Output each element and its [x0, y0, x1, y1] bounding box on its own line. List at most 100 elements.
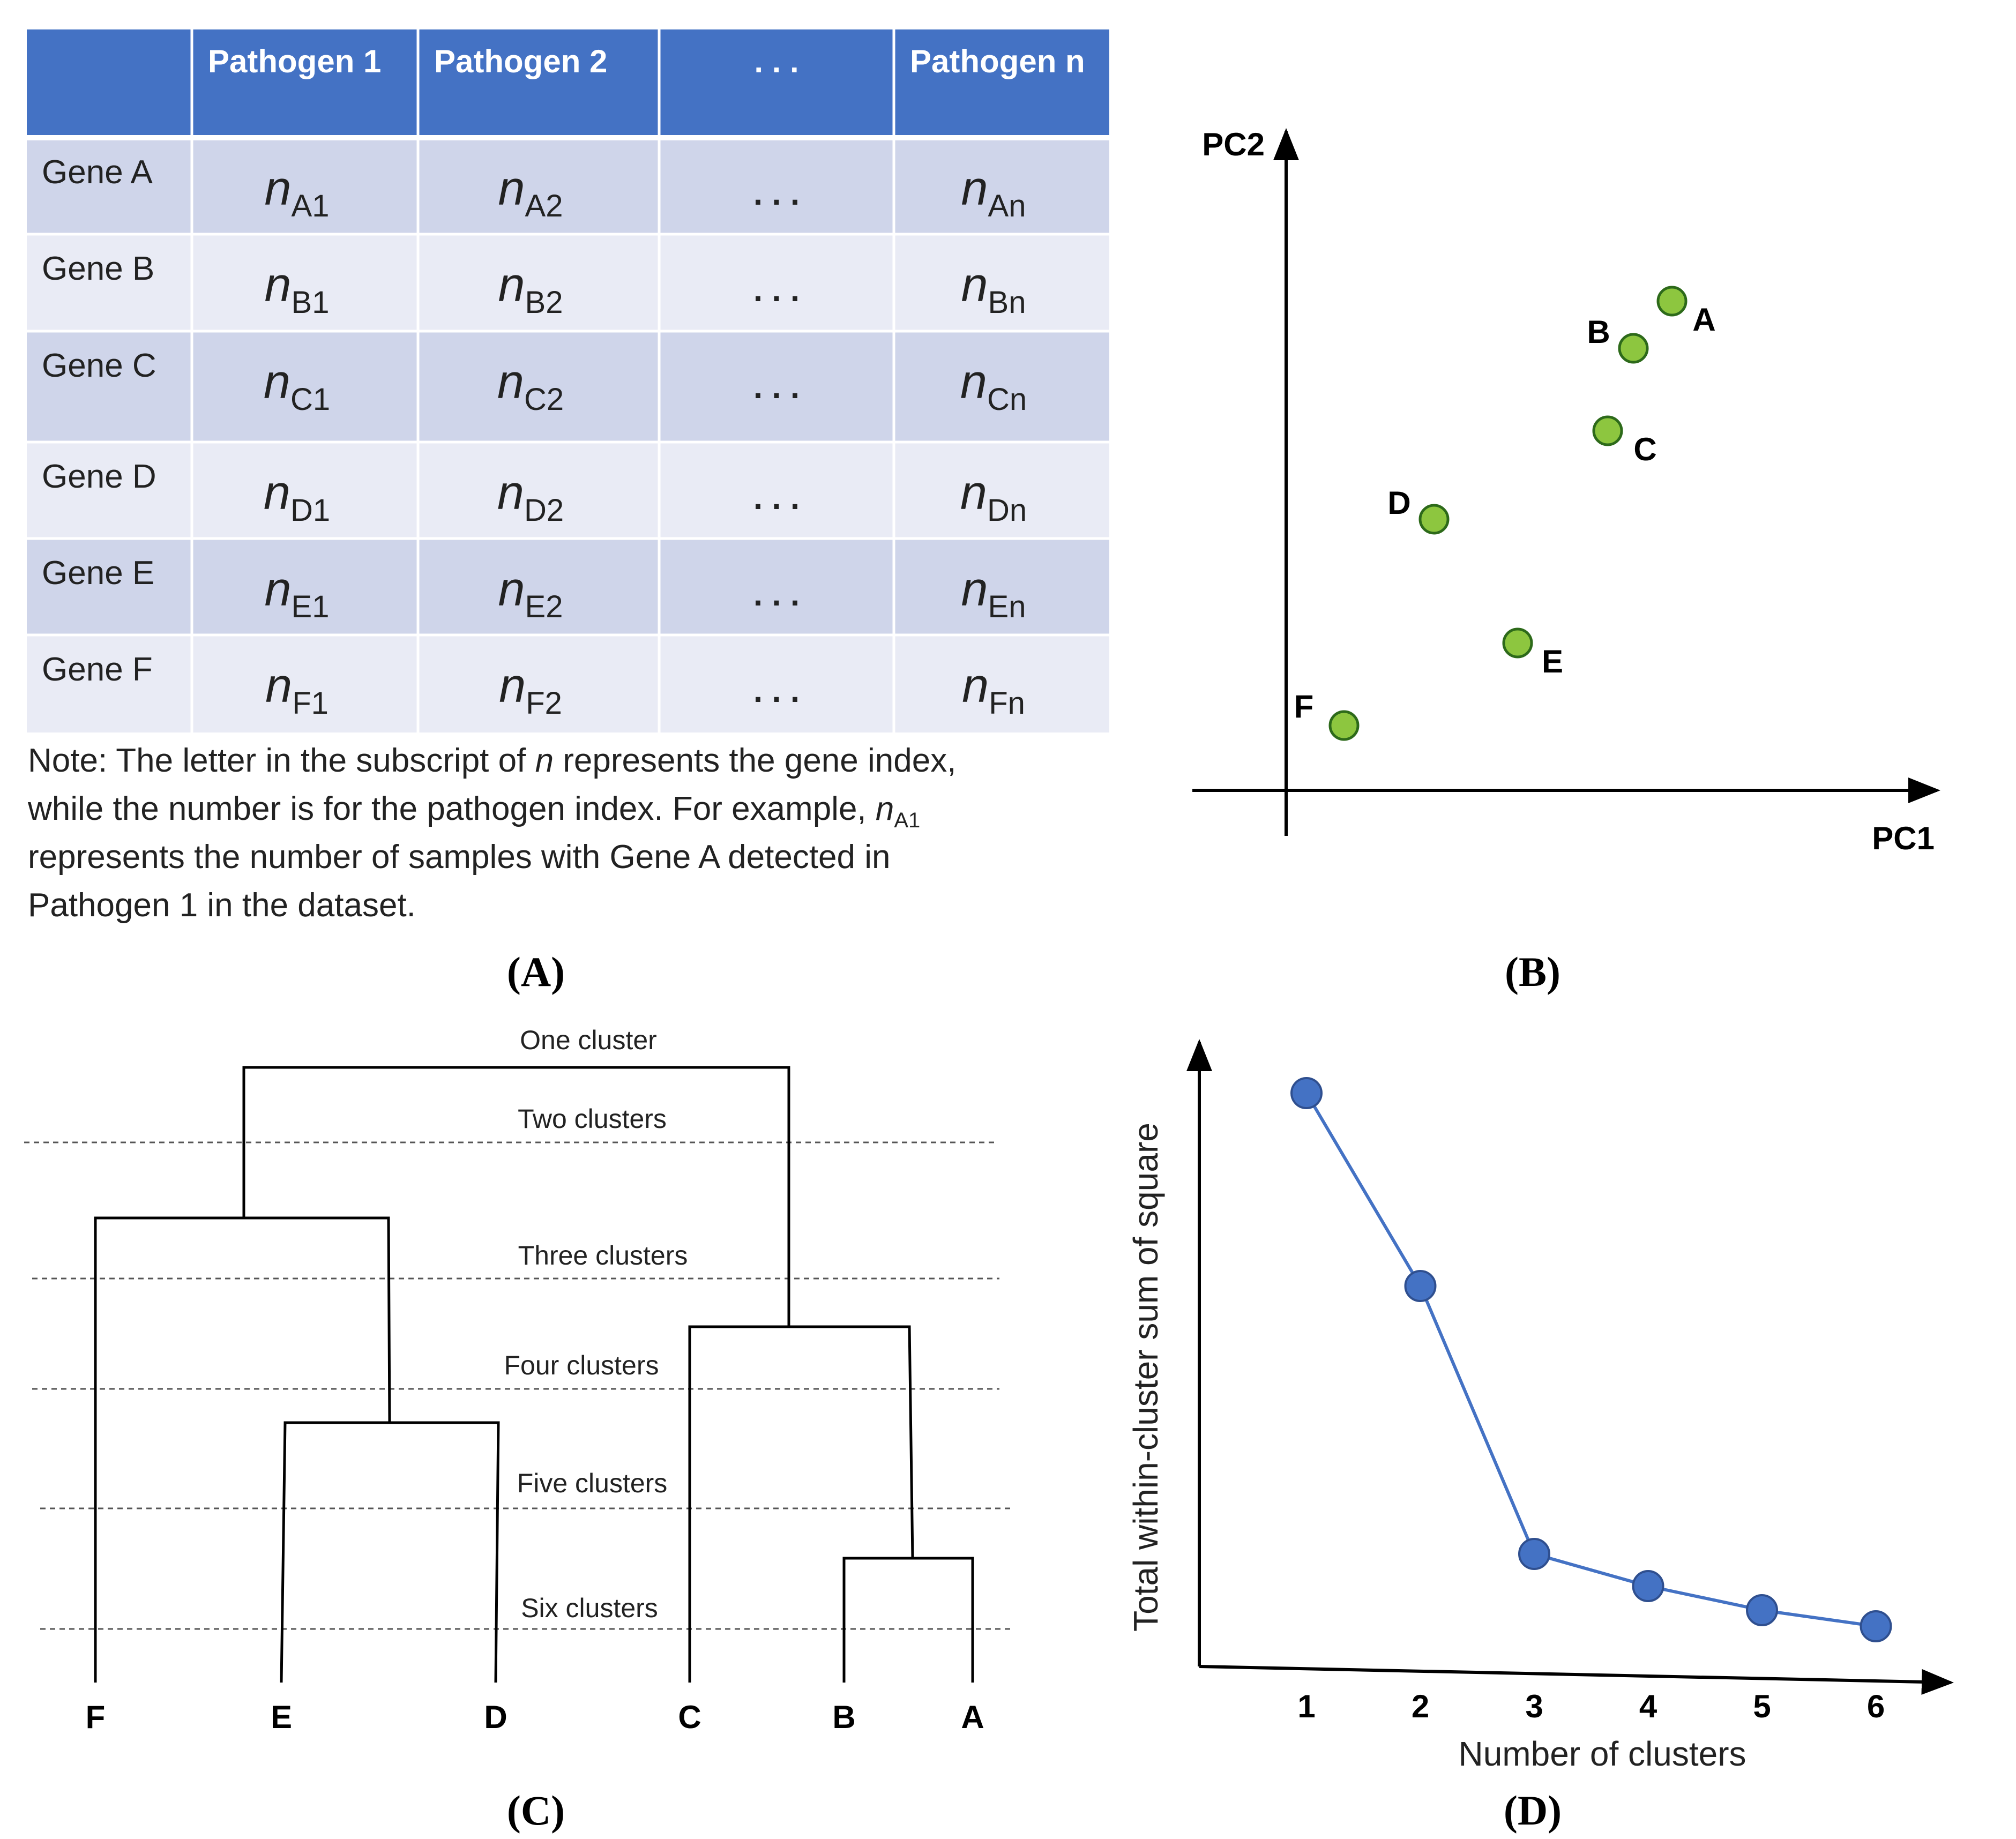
data-point [1860, 1610, 1892, 1642]
table-header-bg [27, 29, 1109, 138]
data-point [1518, 1538, 1550, 1570]
cluster-level-label: One cluster [520, 1025, 657, 1055]
x-axis-label: Number of clusters [1458, 1735, 1746, 1773]
ellipsis-cell: . . . [753, 369, 800, 406]
table-row [27, 234, 1109, 331]
count-cell: nC2 [497, 355, 564, 417]
note-line: represents the number of samples with Ge… [28, 839, 891, 876]
count-cell: nE2 [498, 563, 563, 624]
data-point [1404, 1270, 1437, 1302]
ellipsis-cell: . . . [753, 175, 800, 212]
table-row [27, 442, 1109, 539]
table-header-cell: Pathogen 2 [434, 43, 607, 79]
cluster-level-label: Six clusters [521, 1593, 658, 1623]
x-tick-label: 1 [1297, 1688, 1315, 1724]
pca-point-label: D [1387, 485, 1410, 521]
table-row [27, 635, 1109, 732]
pca-point-label: C [1633, 431, 1656, 467]
table-header-cell: Pathogen n [910, 43, 1085, 79]
x-tick-label: 3 [1525, 1688, 1543, 1724]
cluster-level-label: Three clusters [518, 1240, 688, 1270]
x-tick-label: 6 [1867, 1688, 1885, 1724]
count-cell: nD1 [264, 466, 330, 528]
count-cell: nFn [962, 659, 1025, 721]
cluster-level-label: Five clusters [517, 1468, 668, 1498]
pca-point-label: A [1692, 302, 1715, 338]
table-row [27, 138, 1109, 234]
link-b-a [842, 1557, 974, 1683]
count-cell: nC1 [264, 355, 330, 417]
x-tick-label: 4 [1639, 1688, 1657, 1724]
link-e-d [280, 1421, 500, 1683]
data-point [1290, 1077, 1323, 1109]
series-line [1305, 1092, 1876, 1628]
data-point [1632, 1570, 1664, 1602]
table-header-cell: . . . [754, 43, 798, 79]
pca-point-label: B [1587, 314, 1610, 350]
gene-label: Gene F [42, 651, 153, 688]
count-cell: nA2 [498, 162, 563, 223]
x-tick-label: 2 [1412, 1688, 1429, 1724]
gene-label: Gene B [42, 250, 154, 287]
panel-label-b: (B) [1505, 948, 1560, 995]
count-cell: nDn [960, 466, 1027, 528]
count-cell: nD2 [497, 466, 564, 528]
pc1-axis-label: PC1 [1872, 820, 1935, 856]
gene-label: Gene C [42, 347, 156, 384]
pca-point-d [1418, 504, 1450, 535]
gene-label: Gene A [42, 154, 153, 191]
count-cell: nB2 [498, 258, 563, 320]
pca-point-a [1656, 286, 1688, 317]
panel-c-dendrogram: One cluster Two clusters Three clusters Fou… [24, 1025, 1010, 1834]
count-cell: nF1 [265, 659, 328, 721]
ellipsis-cell: . . . [753, 672, 800, 709]
gene-label: Gene D [42, 458, 156, 495]
leaf-label: F [86, 1699, 106, 1735]
leaf-label: E [271, 1699, 292, 1735]
cluster-level-label: Two clusters [518, 1104, 667, 1134]
leaf-label: A [961, 1699, 984, 1735]
count-cell: nF2 [499, 659, 562, 721]
leaf-label: B [832, 1699, 855, 1735]
note-line: while the number is for the pathogen ind… [27, 790, 920, 832]
table-row [27, 331, 1109, 442]
gene-label: Gene E [42, 555, 154, 592]
cluster-level-label: Four clusters [504, 1350, 659, 1380]
data-point [1746, 1594, 1778, 1626]
link-f-ed [94, 1216, 391, 1683]
panel-d-elbow-chart: 1 2 3 4 5 6 Number of clusters Total within-clu… [1126, 1039, 1954, 1834]
count-cell: nB1 [264, 258, 329, 320]
count-cell: nAn [961, 162, 1026, 223]
y-axis-label: Total within-cluster sum of square [1126, 1123, 1165, 1632]
count-cell: nCn [960, 355, 1027, 417]
pca-point-f [1328, 710, 1360, 741]
ellipsis-cell: . . . [753, 576, 800, 613]
note-line: Note: The letter in the subscript of n r… [28, 742, 956, 779]
leaf-label: D [484, 1699, 507, 1735]
panel-label-c: (C) [507, 1787, 565, 1834]
count-cell: nBn [961, 258, 1026, 320]
pca-point-label: F [1294, 689, 1314, 724]
leaf-label: C [678, 1699, 701, 1735]
table-row [27, 539, 1109, 635]
link-root [242, 1066, 790, 1327]
link-c-ba [688, 1325, 914, 1683]
ellipsis-cell: . . . [753, 480, 800, 517]
pca-point-b [1618, 333, 1649, 364]
panel-label-a: (A) [507, 948, 565, 995]
count-cell: nE1 [264, 563, 329, 624]
panel-label-d: (D) [1504, 1787, 1562, 1834]
panel-b-pca-plot: PC2 PC1 A B C D E F (B) [1192, 126, 1940, 995]
ellipsis-cell: . . . [753, 272, 800, 309]
table-header-cell: Pathogen 1 [208, 43, 381, 79]
pca-point-c [1592, 415, 1623, 446]
pca-point-label: E [1542, 644, 1563, 679]
pc2-axis-label: PC2 [1202, 126, 1265, 162]
x-tick-label: 5 [1753, 1688, 1771, 1724]
panel-a-table: Pathogen 1 Pathogen 2 . . . Pathogen n Gene … [27, 29, 1109, 995]
x-axis [1199, 1665, 1954, 1695]
count-cell: nA1 [264, 162, 329, 223]
note-line: Pathogen 1 in the dataset. [28, 887, 416, 924]
count-cell: nEn [961, 563, 1026, 624]
